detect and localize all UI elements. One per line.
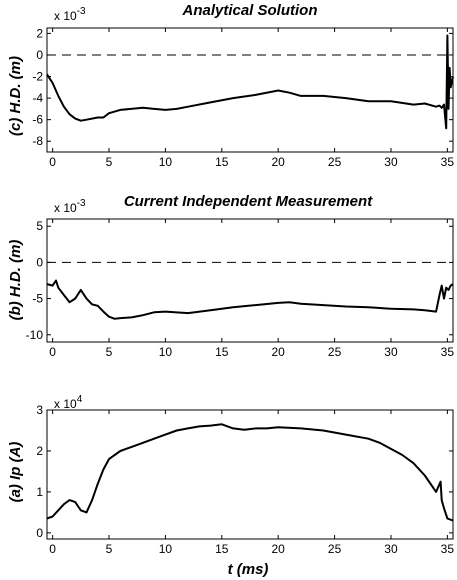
panel-c-ytick-label: 2	[36, 26, 43, 40]
panel-b-ylabel: (b) H.D. (m)	[7, 240, 24, 321]
panel-b-title: Current Independent Measurement	[124, 193, 373, 210]
panel-b-xtick-label: 20	[272, 345, 286, 359]
panel-a-xtick-label: 10	[159, 542, 173, 556]
panel-c-multiplier-base: x 10	[54, 9, 77, 23]
panel-c-analytical-solution: Analytical Solution x 10-3 (c) H.D. (m) …	[7, 2, 454, 169]
panel-c-ylabel: (c) H.D. (m)	[7, 56, 24, 136]
panel-b-multiplier-exp: -3	[77, 198, 86, 209]
panel-a-ytick-label: 0	[36, 526, 43, 540]
panel-a-axes-frame	[46, 409, 454, 540]
panel-c-multiplier: x 10-3	[54, 6, 86, 23]
panel-c-xtick-label: 20	[272, 155, 286, 169]
panel-b-multiplier-base: x 10	[54, 201, 77, 215]
panel-b-xtick-label: 10	[159, 345, 173, 359]
panel-b-ytick-label: -5	[32, 292, 43, 306]
panel-c-ytick-label: -4	[32, 91, 43, 105]
panel-c-ytick-label: 0	[36, 48, 43, 62]
panel-c-ytick-label: -2	[32, 70, 43, 84]
panel-b-ytick-label: -10	[26, 328, 44, 342]
panel-c-xtick-label: 25	[328, 155, 342, 169]
panel-b-ytick-label: 0	[36, 255, 43, 269]
panel-c-xtick-label: 5	[106, 155, 113, 169]
panel-c-xtick-label: 15	[215, 155, 229, 169]
panel-a-ylabel: (a) Ip (A)	[7, 442, 24, 503]
panel-a-ytick-label: 2	[36, 444, 43, 458]
panel-a-ytick-label: 1	[36, 485, 43, 499]
panel-a-plasma-current: x 104 (a) Ip (A) t (ms) 0 5 10 15 20 25 30 35 0 1…	[7, 394, 454, 578]
panel-c-ytick-label: -8	[32, 134, 43, 148]
panel-c-xtick-label: 30	[384, 155, 398, 169]
panel-b-xtick-label: 0	[49, 345, 56, 359]
panel-a-xtick-label: 30	[384, 542, 398, 556]
panel-a-series-line	[46, 423, 454, 522]
panel-c-xtick-label: 35	[441, 155, 455, 169]
panel-b-ytick-label: 5	[36, 219, 43, 233]
panel-a-ytick-label: 3	[36, 403, 43, 417]
panel-a-xtick-label: 20	[272, 542, 286, 556]
panel-c-title: Analytical Solution	[181, 2, 317, 19]
panel-a-xtick-label: 15	[215, 542, 229, 556]
panel-a-multiplier-exp: 4	[77, 394, 83, 405]
panel-c-series-line	[46, 34, 454, 130]
panel-b-xtick-label: 15	[215, 345, 229, 359]
panel-b-xtick-label: 25	[328, 345, 342, 359]
panel-a-xlabel: t (ms)	[228, 561, 269, 578]
panel-b-xtick-label: 5	[106, 345, 113, 359]
panel-a-xtick-label: 25	[328, 542, 342, 556]
panel-c-axes-frame	[46, 27, 454, 153]
panel-a-xtick-label: 5	[106, 542, 113, 556]
panel-b-multiplier: x 10-3	[54, 198, 86, 215]
panel-c-multiplier-exp: -3	[77, 6, 86, 17]
panel-b-axes-frame	[46, 218, 454, 343]
panel-b-xtick-label: 35	[441, 345, 455, 359]
panel-b-xtick-label: 30	[384, 345, 398, 359]
panel-c-ytick-label: -6	[32, 113, 43, 127]
panel-b-current-independent-measurement: Current Independent Measurement x 10-3 (…	[7, 193, 454, 359]
panel-a-xtick-label: 35	[441, 542, 455, 556]
panel-a-multiplier: x 104	[54, 394, 83, 411]
panel-c-xtick-label: 0	[49, 155, 56, 169]
panel-a-xtick-label: 0	[49, 542, 56, 556]
panel-a-multiplier-base: x 10	[54, 397, 77, 411]
panel-b-series-line	[46, 279, 454, 320]
panel-c-xtick-label: 10	[159, 155, 173, 169]
